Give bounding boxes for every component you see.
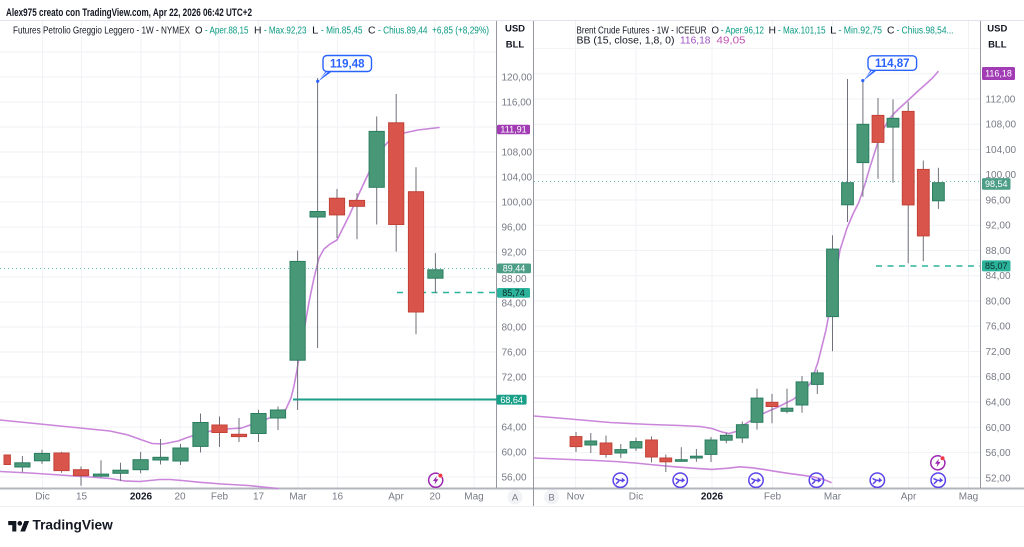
svg-text:104,00: 104,00 [986,145,1017,156]
svg-text:Mar: Mar [289,492,307,503]
svg-text:Feb: Feb [211,492,229,503]
svg-text:USD: USD [987,24,1007,35]
svg-text:116,18: 116,18 [680,36,711,47]
svg-text:60,00: 60,00 [502,448,527,459]
svg-text:L: L [312,26,319,37]
svg-text:114,87: 114,87 [875,58,910,70]
svg-text:Nov: Nov [567,492,585,503]
svg-text:68,00: 68,00 [986,372,1011,383]
svg-text:Feb: Feb [764,492,782,503]
svg-text:Mag: Mag [959,492,978,503]
svg-text:108,00: 108,00 [986,120,1017,131]
svg-text:Futures Petrolio Greggio Legge: Futures Petrolio Greggio Leggero - 1W - … [13,26,190,37]
svg-text:Alex975 creato con TradingView: Alex975 creato con TradingView.com, Apr … [6,7,252,19]
svg-text:- Max.92,23: - Max.92,23 [264,26,307,37]
svg-text:H: H [254,26,262,37]
svg-text:85,74: 85,74 [502,288,525,298]
svg-text:BB (15, close, 1,8, 0): BB (15, close, 1,8, 0) [577,36,675,47]
svg-text:+6,85 (+8,29%): +6,85 (+8,29%) [432,26,489,37]
svg-text:15: 15 [76,492,88,503]
svg-text:A: A [512,493,519,504]
svg-text:92,00: 92,00 [986,221,1011,232]
svg-text:88,00: 88,00 [986,246,1011,257]
svg-text:Brent Crude Futures - 1W - ICE: Brent Crude Futures - 1W - ICEEUR [577,26,707,37]
svg-text:- Min.85,45: - Min.85,45 [321,26,363,37]
svg-text:89,44: 89,44 [503,264,526,274]
svg-text:- Max.101,15: - Max.101,15 [778,26,826,37]
svg-text:C: C [368,26,376,37]
svg-text:68,64: 68,64 [500,395,523,405]
svg-text:96,00: 96,00 [502,223,527,234]
svg-text:17: 17 [253,492,265,503]
svg-text:72,00: 72,00 [986,347,1011,358]
svg-text:80,00: 80,00 [502,323,527,334]
svg-text:119,48: 119,48 [330,59,365,71]
svg-text:USD: USD [505,24,525,35]
svg-text:80,00: 80,00 [986,297,1011,308]
svg-text:TradingView: TradingView [33,518,114,533]
svg-text:Mar: Mar [824,492,842,503]
svg-text:16: 16 [332,492,344,503]
svg-text:64,00: 64,00 [502,423,527,434]
svg-text:120,00: 120,00 [502,73,533,84]
svg-text:2026: 2026 [701,492,724,503]
svg-text:Apr: Apr [388,492,404,503]
svg-text:98,54: 98,54 [985,179,1008,189]
svg-text:88,00: 88,00 [502,274,527,285]
svg-text:- Aper.96,12: - Aper.96,12 [721,26,764,37]
svg-text:Dic: Dic [35,492,49,503]
svg-text:100,00: 100,00 [986,170,1017,181]
svg-text:- Aper.88,15: - Aper.88,15 [205,26,249,37]
svg-text:52,00: 52,00 [986,473,1011,484]
svg-text:112,00: 112,00 [986,94,1016,105]
svg-text:116,00: 116,00 [502,98,532,109]
svg-text:116,18: 116,18 [985,69,1012,79]
svg-text:BLL: BLL [988,40,1007,51]
svg-text:- Chius.98,54...: - Chius.98,54... [897,26,954,37]
svg-text:72,00: 72,00 [502,373,527,384]
svg-text:56,00: 56,00 [986,448,1011,459]
svg-text:76,00: 76,00 [502,348,527,359]
svg-text:C: C [887,26,895,37]
svg-text:B: B [548,493,554,504]
svg-text:BLL: BLL [506,40,525,51]
svg-text:20: 20 [429,492,441,503]
svg-text:84,00: 84,00 [502,299,527,310]
svg-text:O: O [195,26,203,37]
svg-text:56,00: 56,00 [502,473,527,484]
svg-text:84,00: 84,00 [986,271,1011,282]
svg-text:O: O [712,26,720,37]
svg-text:- Min.92,75: - Min.92,75 [839,26,883,37]
svg-text:Mag: Mag [464,492,483,503]
svg-text:Apr: Apr [901,492,917,503]
svg-text:H: H [769,26,777,37]
svg-text:64,00: 64,00 [986,398,1011,409]
svg-text:60,00: 60,00 [986,423,1011,434]
svg-text:104,00: 104,00 [502,173,533,184]
svg-text:96,00: 96,00 [986,195,1011,206]
svg-text:- Chius.89,44: - Chius.89,44 [378,26,428,37]
svg-text:108,00: 108,00 [502,148,533,159]
svg-text:111,91: 111,91 [500,125,526,135]
svg-text:20: 20 [174,492,186,503]
svg-text:92,00: 92,00 [502,248,527,259]
svg-text:100,00: 100,00 [502,198,533,209]
svg-text:76,00: 76,00 [986,322,1011,333]
svg-text:49,05: 49,05 [717,36,746,47]
svg-text:2026: 2026 [130,492,153,503]
svg-text:85,07: 85,07 [985,261,1008,271]
svg-text:Dic: Dic [629,492,643,503]
svg-text:L: L [830,26,837,37]
